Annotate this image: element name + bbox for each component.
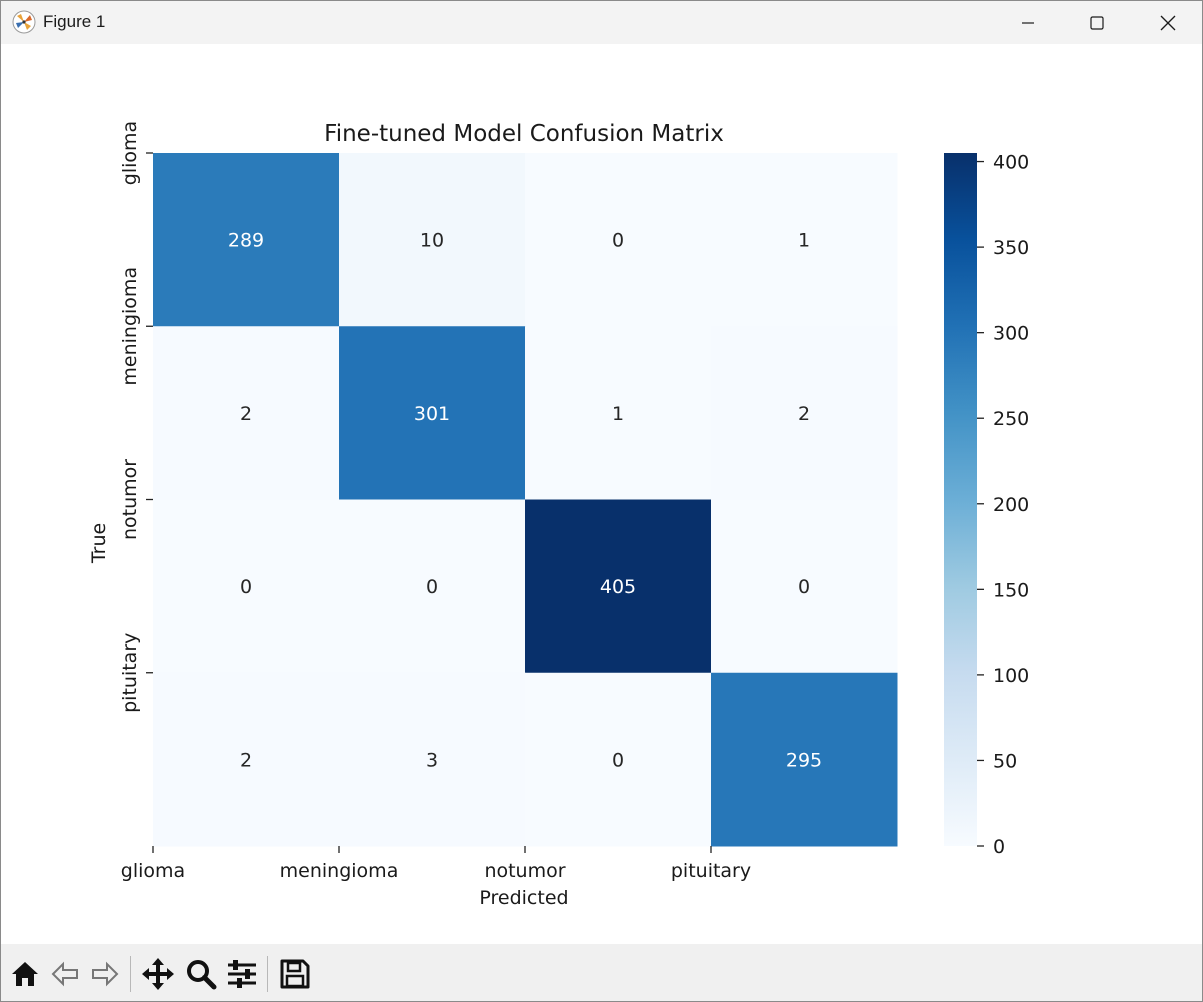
minimize-button[interactable]	[1005, 1, 1051, 44]
heatmap-cell	[339, 499, 526, 674]
chart-title: Fine-tuned Model Confusion Matrix	[324, 121, 724, 147]
x-axis-label: Predicted	[479, 887, 568, 909]
maximize-icon	[1090, 15, 1104, 30]
colorbar-tick-label: 400	[993, 152, 1029, 174]
cell-annotation: 2	[240, 749, 252, 771]
home-icon	[12, 962, 38, 986]
x-axis-ticks: glioma meningioma notumor pituitary	[121, 846, 751, 882]
y-tick-label: pituitary	[119, 633, 141, 713]
colorbar-tick-label: 0	[993, 836, 1005, 858]
heatmap-cell	[339, 153, 526, 327]
colorbar-ticks: 0 50 100 150 200 250 300 350 400	[977, 152, 1029, 858]
cell-annotation: 0	[612, 230, 624, 252]
y-tick-label: glioma	[119, 121, 141, 185]
title-bar[interactable]: Figure 1	[1, 1, 1202, 44]
colorbar	[944, 153, 977, 846]
cell-annotation: 0	[798, 576, 810, 598]
colorbar-tick-label: 50	[993, 750, 1017, 772]
heatmap-cell	[525, 499, 712, 674]
cell-annotation: 3	[426, 749, 438, 771]
cell-annotation: 295	[786, 749, 822, 771]
x-tick-label: meningioma	[280, 860, 399, 882]
forward-button[interactable]	[87, 956, 123, 992]
cell-annotation: 1	[612, 403, 624, 425]
window-title: Figure 1	[43, 12, 106, 31]
heatmap-cell	[153, 153, 340, 327]
x-tick-label: notumor	[484, 860, 565, 882]
heatmap-cell	[339, 326, 526, 500]
x-tick-label: glioma	[121, 860, 185, 882]
cell-annotation: 2	[240, 403, 252, 425]
cell-annotations: 289 10 0 1 2 301 1 2 0 0 405 0 2 3 0 295	[228, 230, 822, 772]
cell-annotation: 405	[600, 576, 636, 598]
heatmap-cell	[525, 153, 712, 327]
cell-annotation: 1	[798, 230, 810, 252]
heatmap-cell	[339, 672, 526, 847]
save-button[interactable]	[277, 956, 313, 992]
cell-annotation: 2	[798, 403, 810, 425]
zoom-button[interactable]	[183, 956, 219, 992]
colorbar-tick-label: 300	[993, 323, 1029, 345]
back-icon	[51, 961, 78, 987]
y-tick-label: notumor	[119, 459, 141, 540]
toolbar-separator	[130, 956, 131, 992]
configure-subplots-button[interactable]	[224, 956, 260, 992]
cell-annotation: 10	[420, 230, 444, 252]
heatmap-cell	[525, 672, 712, 847]
heatmap-cell	[711, 672, 898, 847]
toolbar-separator	[267, 956, 268, 992]
heatmap-cell	[153, 672, 340, 847]
navigation-toolbar	[1, 944, 1202, 1001]
pan-icon	[142, 958, 174, 990]
y-axis-ticks: glioma meningioma notumor pituitary	[119, 121, 153, 713]
close-button[interactable]	[1145, 1, 1191, 44]
configure-subplots-icon	[228, 960, 256, 988]
heatmap-cell	[711, 499, 898, 674]
forward-icon	[92, 961, 119, 987]
cell-annotation: 301	[414, 403, 450, 425]
heatmap-cells	[153, 153, 898, 847]
colorbar-tick-label: 350	[993, 237, 1029, 259]
y-tick-label: meningioma	[119, 267, 141, 386]
matplotlib-logo-icon	[12, 10, 36, 34]
x-tick-label: pituitary	[671, 860, 751, 882]
minimize-icon	[1022, 21, 1034, 24]
heatmap-cell	[153, 499, 340, 674]
cell-annotation: 289	[228, 230, 264, 252]
cell-annotation: 0	[612, 749, 624, 771]
heatmap-cell	[525, 326, 712, 500]
pan-button[interactable]	[140, 956, 176, 992]
heatmap-cell	[711, 153, 898, 327]
maximize-button[interactable]	[1074, 1, 1120, 44]
zoom-icon	[187, 960, 217, 990]
colorbar-tick-label: 100	[993, 665, 1029, 687]
home-button[interactable]	[7, 956, 43, 992]
colorbar-tick-label: 250	[993, 408, 1029, 430]
colorbar-tick-label: 200	[993, 494, 1029, 516]
cell-annotation: 0	[426, 576, 438, 598]
close-icon	[1160, 15, 1176, 30]
figure-canvas[interactable]: Fine-tuned Model Confusion Matrix Predic…	[1, 44, 1202, 944]
back-button[interactable]	[47, 956, 83, 992]
cell-annotation: 0	[240, 576, 252, 598]
y-axis-label: True	[88, 523, 110, 564]
colorbar-tick-label: 150	[993, 579, 1029, 601]
heatmap-cell	[153, 326, 340, 500]
confusion-matrix-chart: Fine-tuned Model Confusion Matrix Predic…	[88, 121, 1029, 909]
save-icon	[280, 959, 310, 989]
heatmap-cell	[711, 326, 898, 500]
